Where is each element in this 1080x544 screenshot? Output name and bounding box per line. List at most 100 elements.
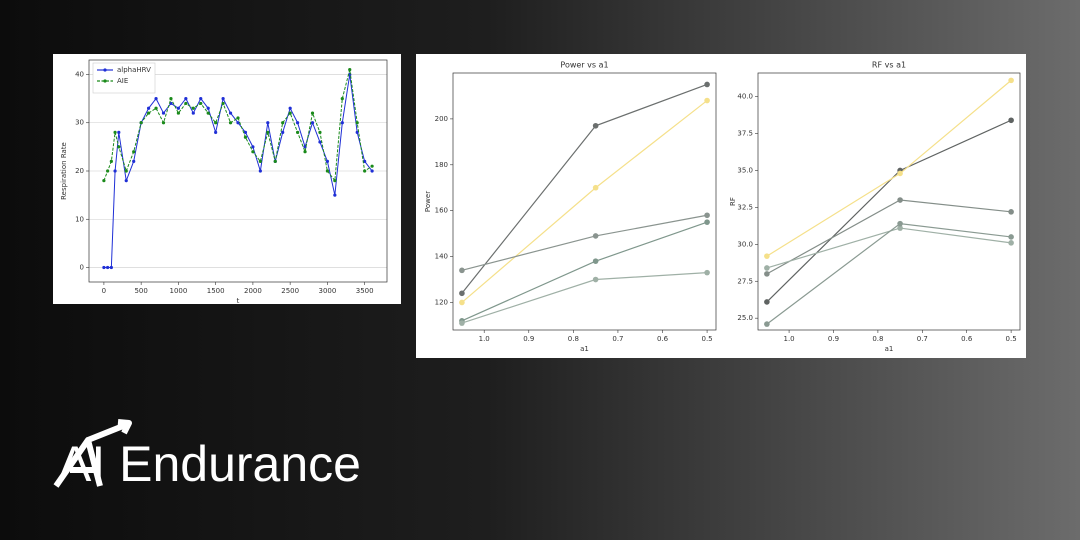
data-point xyxy=(355,121,359,125)
data-point xyxy=(459,320,465,326)
y-tick-label: 32.5 xyxy=(737,203,753,211)
data-point xyxy=(340,121,344,125)
x-tick-label: 0 xyxy=(102,287,106,295)
y-tick-label: 30.0 xyxy=(737,240,753,248)
y-tick-label: 140 xyxy=(435,253,448,261)
data-point xyxy=(897,197,903,203)
data-point xyxy=(184,97,188,101)
data-point xyxy=(296,130,300,134)
x-tick-label: 1000 xyxy=(169,287,187,295)
data-point xyxy=(243,135,248,139)
y-tick-label: 20 xyxy=(75,167,84,175)
x-tick-label: 0.5 xyxy=(702,335,713,343)
data-point xyxy=(199,97,203,101)
data-point xyxy=(251,150,255,154)
data-point xyxy=(303,150,307,154)
x-tick-label: 3500 xyxy=(356,287,374,295)
data-point xyxy=(243,130,248,134)
data-point xyxy=(370,169,374,173)
x-tick-label: 0.8 xyxy=(568,335,579,343)
data-point xyxy=(310,121,315,125)
data-point xyxy=(106,169,110,173)
data-point xyxy=(592,258,599,264)
data-point xyxy=(132,150,136,154)
y-tick-label: 25.0 xyxy=(737,314,753,322)
data-point xyxy=(592,233,599,239)
logo-mark xyxy=(53,419,132,488)
data-point xyxy=(459,267,465,274)
data-point xyxy=(592,184,599,191)
data-point xyxy=(161,121,166,125)
y-tick-label: 27.5 xyxy=(737,277,753,285)
data-point xyxy=(592,122,599,129)
x-tick-label: 0.7 xyxy=(917,335,928,343)
data-point xyxy=(109,159,113,163)
data-point xyxy=(117,130,121,134)
data-point xyxy=(117,145,121,149)
data-point xyxy=(325,169,329,173)
data-point xyxy=(897,225,903,231)
x-tick-label: 0.9 xyxy=(523,335,534,343)
data-point xyxy=(704,212,710,219)
chart-title: RF vs a1 xyxy=(872,61,906,70)
data-point xyxy=(363,169,367,173)
data-point xyxy=(370,164,374,168)
x-axis-label: a1 xyxy=(885,345,894,353)
data-point xyxy=(1008,77,1014,84)
data-point xyxy=(1008,117,1014,124)
data-point xyxy=(169,97,173,101)
y-tick-label: 10 xyxy=(75,215,84,223)
data-point xyxy=(251,145,255,149)
legend-label: AIE xyxy=(117,77,128,85)
legend-label: alphaHRV xyxy=(117,66,151,74)
x-tick-label: 1500 xyxy=(207,287,225,295)
data-point xyxy=(132,159,136,163)
data-point xyxy=(236,116,240,120)
data-point xyxy=(296,121,300,125)
data-point xyxy=(281,121,285,125)
data-point xyxy=(102,265,106,270)
legend-marker xyxy=(103,68,107,72)
y-tick-label: 200 xyxy=(435,115,448,123)
data-point xyxy=(258,159,262,163)
y-tick-label: 35.0 xyxy=(737,166,753,174)
data-point xyxy=(266,130,270,134)
data-point xyxy=(228,111,233,115)
x-tick-label: 3000 xyxy=(318,287,336,295)
data-point xyxy=(1008,209,1014,215)
data-point xyxy=(459,299,465,306)
x-tick-label: 1.0 xyxy=(784,335,795,343)
data-point xyxy=(199,101,203,106)
data-point xyxy=(764,253,770,259)
data-point xyxy=(214,121,218,125)
data-point xyxy=(1008,240,1014,246)
data-point xyxy=(363,159,367,163)
y-tick-label: 180 xyxy=(435,161,448,169)
data-point xyxy=(139,121,143,125)
x-tick-label: 2000 xyxy=(244,287,262,295)
data-point xyxy=(266,121,270,125)
data-point xyxy=(221,101,225,106)
x-tick-label: 0.6 xyxy=(657,335,669,343)
data-point xyxy=(704,81,710,88)
data-point xyxy=(355,130,359,134)
y-tick-label: 0 xyxy=(80,264,84,272)
x-tick-label: 0.6 xyxy=(961,335,973,343)
data-point xyxy=(348,68,352,72)
data-point xyxy=(310,111,315,115)
data-point xyxy=(340,97,344,101)
data-point xyxy=(184,101,188,106)
data-point xyxy=(236,121,240,125)
data-point xyxy=(288,106,292,110)
data-point xyxy=(459,290,465,297)
y-tick-label: 37.5 xyxy=(737,130,753,138)
y-axis-label: Power xyxy=(424,191,432,212)
data-point xyxy=(592,276,599,283)
data-point xyxy=(318,130,322,134)
data-point xyxy=(113,169,117,173)
data-point xyxy=(176,106,180,110)
y-axis-label: RF xyxy=(729,197,737,206)
data-point xyxy=(147,111,151,115)
chart-title: Power vs a1 xyxy=(560,61,608,70)
